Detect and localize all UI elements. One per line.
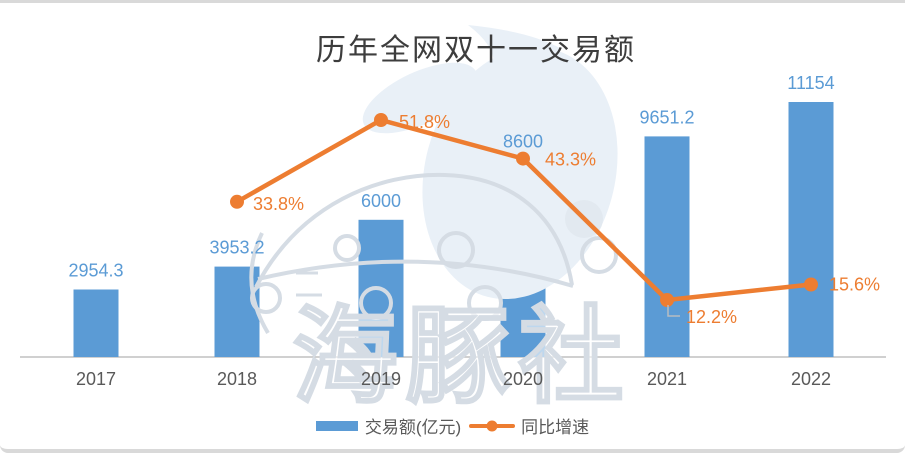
legend-line-label: 同比增速 bbox=[521, 418, 590, 437]
watermark-curve-left bbox=[249, 232, 270, 335]
line-value-label: 51.8% bbox=[399, 112, 450, 132]
bar-2021 bbox=[644, 136, 690, 357]
watermark-bubble bbox=[250, 282, 282, 314]
growth-line-marker bbox=[804, 277, 818, 292]
legend-line-marker-icon bbox=[486, 420, 498, 431]
category-label: 2020 bbox=[503, 369, 543, 389]
line-value-label: 43.3% bbox=[545, 150, 596, 170]
category-label: 2017 bbox=[76, 369, 116, 389]
watermark-bubble bbox=[467, 285, 503, 321]
watermark: 海豚社 bbox=[249, 25, 631, 417]
growth-line-marker bbox=[660, 293, 674, 307]
watermark-arc-outer bbox=[254, 172, 574, 288]
watermark-bubble bbox=[437, 231, 475, 269]
bar-value-label: 2954.3 bbox=[68, 261, 123, 281]
growth-line-marker bbox=[230, 194, 244, 209]
bar-2022 bbox=[788, 102, 834, 357]
watermark-bubble bbox=[333, 234, 361, 262]
category-label: 2019 bbox=[361, 369, 401, 389]
line-value-label: 33.8% bbox=[253, 194, 304, 214]
bar-value-label: 3953.2 bbox=[209, 238, 264, 258]
category-label: 2021 bbox=[647, 369, 687, 389]
growth-line-marker bbox=[516, 151, 530, 166]
chart-title: 历年全网双十一交易额 bbox=[316, 34, 636, 67]
watermark-text: 海豚社 bbox=[292, 299, 631, 416]
label-leader-line bbox=[667, 305, 680, 317]
growth-line-marker bbox=[374, 113, 388, 127]
line-value-label: 12.2% bbox=[686, 307, 737, 327]
watermark-bubble bbox=[580, 236, 618, 274]
category-label: 2018 bbox=[217, 369, 257, 389]
chart-legend: 交易额(亿元) 同比增速 bbox=[0, 413, 905, 438]
bar-value-label: 6000 bbox=[361, 191, 401, 211]
line-value-label: 15.6% bbox=[829, 275, 880, 295]
category-label: 2022 bbox=[791, 369, 831, 389]
watermark-dolphin-body bbox=[422, 46, 618, 300]
legend-bar-swatch bbox=[315, 420, 358, 431]
chart-plot-area: 海豚社 2954.3 3953.2 6000 8600 9651.2 11154 2017 20… bbox=[20, 25, 886, 417]
watermark-bubble bbox=[359, 286, 393, 320]
watermark-dolphin-fin bbox=[362, 62, 478, 134]
watermark-arc-inner bbox=[257, 259, 574, 288]
bar-value-label: 11154 bbox=[787, 73, 834, 93]
legend-bar-label: 交易额(亿元) bbox=[364, 418, 462, 437]
bar-value-label: 9651.2 bbox=[639, 107, 694, 127]
bar-2017 bbox=[73, 289, 119, 357]
legend-line-sample bbox=[469, 420, 516, 431]
bar-value-label: 8600 bbox=[503, 131, 543, 151]
